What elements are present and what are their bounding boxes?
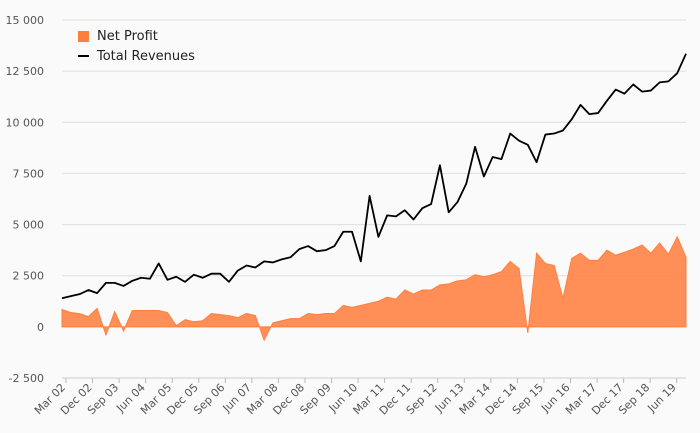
y-tick-label: 15 000 [6, 14, 45, 27]
legend-item-net-profit: Net Profit [78, 26, 195, 46]
y-axis: -2 500 0 2 500 5 000 7 500 10 000 12 500 15 000 [6, 14, 45, 385]
x-tick-label: Jun 19 [644, 381, 678, 415]
legend-item-total-revenues: Total Revenues [78, 46, 195, 66]
y-tick-label: -2 500 [9, 372, 44, 385]
legend-label-net-profit: Net Profit [97, 28, 158, 44]
total-revenues-swatch [78, 55, 89, 57]
y-tick-label: 7 500 [13, 167, 45, 180]
y-tick-label: 10 000 [6, 116, 45, 129]
total-revenues-line [61, 53, 687, 300]
legend: Net Profit Total Revenues [78, 26, 195, 66]
y-tick-label: 0 [37, 321, 44, 334]
plot-area [61, 53, 687, 342]
y-tick-label: 5 000 [13, 219, 45, 232]
legend-label-total-revenues: Total Revenues [97, 48, 195, 64]
y-tick-label: 2 500 [13, 270, 45, 283]
y-tick-label: 12 500 [6, 65, 45, 78]
net-profit-swatch [78, 30, 89, 42]
net-profit-area [61, 235, 687, 342]
